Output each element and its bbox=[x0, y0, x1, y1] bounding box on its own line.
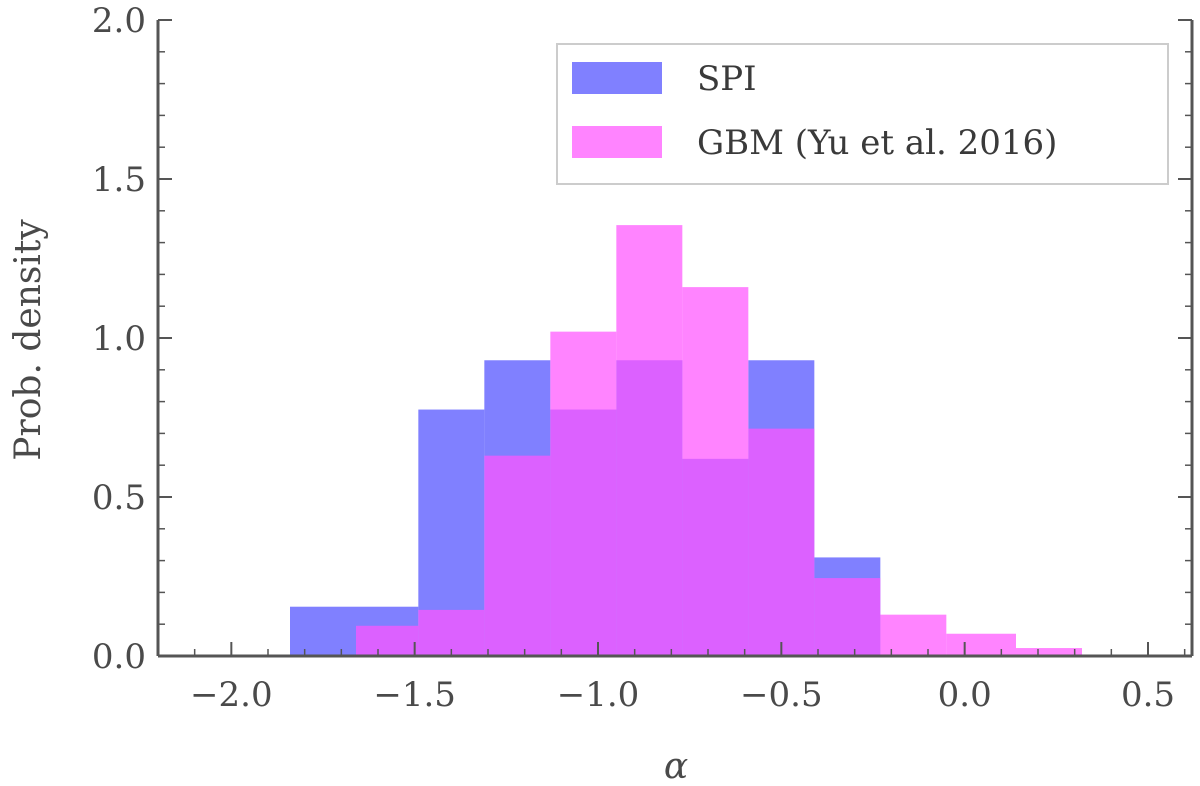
x-tick-label: −1.5 bbox=[373, 675, 456, 715]
x-axis-label: α bbox=[664, 746, 688, 786]
x-tick-label: −2.0 bbox=[190, 675, 273, 715]
bar-gbm-yu-et-al-2016-1 bbox=[418, 609, 485, 656]
bar-gbm-yu-et-al-2016-6 bbox=[748, 428, 815, 656]
bar-gbm-yu-et-al-2016-3 bbox=[550, 331, 617, 656]
bar-spi-0 bbox=[290, 606, 356, 656]
legend-label-spi: SPI bbox=[697, 59, 757, 99]
y-tick-label: 1.5 bbox=[92, 160, 146, 200]
y-tick-label: 1.0 bbox=[92, 319, 146, 359]
x-tick-label: −1.0 bbox=[557, 675, 640, 715]
y-tick-label: 0.5 bbox=[92, 478, 146, 518]
bar-gbm-yu-et-al-2016-5 bbox=[682, 287, 749, 656]
bar-gbm-yu-et-al-2016-10 bbox=[1016, 648, 1082, 656]
ticks-layer: −2.0 −1.5 −1.0 −0.5 0.0 0.5 0.0 0.5 1.0 1.5 2.0 bbox=[92, 1, 1192, 715]
bar-gbm-yu-et-al-2016-4 bbox=[616, 225, 683, 657]
x-tick-label: 0.0 bbox=[938, 675, 992, 715]
legend-swatch-spi bbox=[572, 62, 662, 94]
y-axis-label: Prob. density bbox=[8, 219, 49, 461]
legend: SPI GBM (Yu et al. 2016) bbox=[556, 43, 1169, 185]
bar-gbm-yu-et-al-2016-0 bbox=[356, 625, 419, 656]
bar-gbm-yu-et-al-2016-7 bbox=[814, 578, 881, 656]
legend-swatch-gbm-yu-et-al-2016 bbox=[572, 126, 662, 158]
legend-label-gbm-yu-et-al-2016: GBM (Yu et al. 2016) bbox=[697, 123, 1057, 163]
bar-gbm-yu-et-al-2016-2 bbox=[484, 455, 551, 656]
bars-layer bbox=[290, 225, 1082, 657]
y-tick-label: 2.0 bbox=[92, 1, 146, 41]
x-tick-label: −0.5 bbox=[740, 675, 823, 715]
bar-gbm-yu-et-al-2016-9 bbox=[946, 633, 1016, 656]
bar-gbm-yu-et-al-2016-8 bbox=[880, 614, 947, 656]
x-tick-label: 0.5 bbox=[1121, 675, 1175, 715]
y-tick-label: 0.0 bbox=[92, 637, 146, 677]
